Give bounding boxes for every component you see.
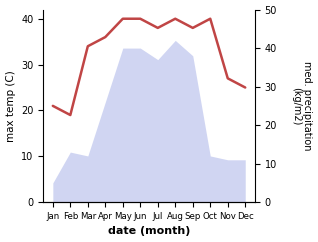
Y-axis label: max temp (C): max temp (C) — [5, 70, 16, 142]
X-axis label: date (month): date (month) — [108, 227, 190, 236]
Y-axis label: med. precipitation
(kg/m2): med. precipitation (kg/m2) — [291, 61, 313, 151]
